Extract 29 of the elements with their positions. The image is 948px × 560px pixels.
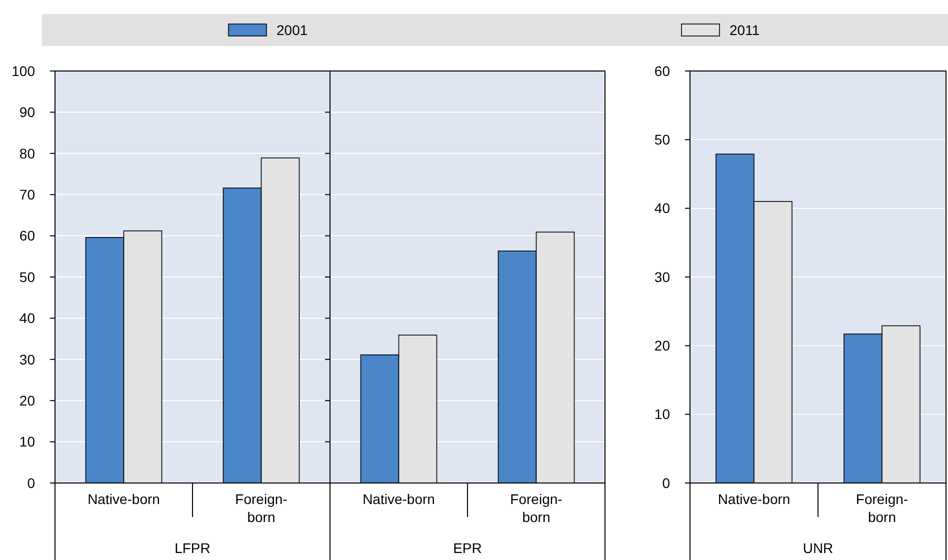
y-tick-label: 30	[654, 268, 670, 285]
y-tick-label: 30	[19, 351, 36, 368]
y-tick-label: 50	[19, 268, 36, 285]
x-tick-label: Native-born	[88, 491, 160, 507]
x-axis-title: LFPR	[174, 540, 210, 556]
y-tick-label: 80	[19, 145, 36, 162]
y-tick-label: 0	[27, 474, 36, 491]
legend-label: 2001	[276, 22, 308, 38]
y-tick-label: 100	[12, 62, 36, 79]
y-tick-label: 20	[19, 392, 36, 408]
x-tick-label: Native-born	[362, 491, 435, 507]
x-tick-label: Native-born	[718, 491, 790, 507]
y-tick-label: 90	[19, 104, 36, 120]
y-tick-label: 10	[19, 434, 36, 450]
x-tick-label: Foreign-born	[235, 491, 288, 525]
y-tick-label: 20	[654, 338, 670, 354]
y-tick-label: 10	[654, 406, 670, 422]
y-tick-label: 0	[662, 474, 670, 491]
y-tick-label: 60	[19, 228, 36, 244]
y-tick-label: 60	[654, 62, 670, 79]
y-tick-label: 50	[654, 132, 670, 148]
y-tick-label: 40	[19, 310, 36, 326]
x-axis-title: UNR	[802, 540, 834, 556]
x-tick-label: Foreign-born	[510, 491, 563, 525]
x-tick-label: Foreign-born	[856, 491, 908, 525]
x-axis-title: EPR	[453, 540, 482, 556]
y-tick-label: 40	[654, 200, 670, 216]
legend-label: 2011	[730, 22, 760, 38]
y-tick-label: 70	[19, 186, 36, 202]
